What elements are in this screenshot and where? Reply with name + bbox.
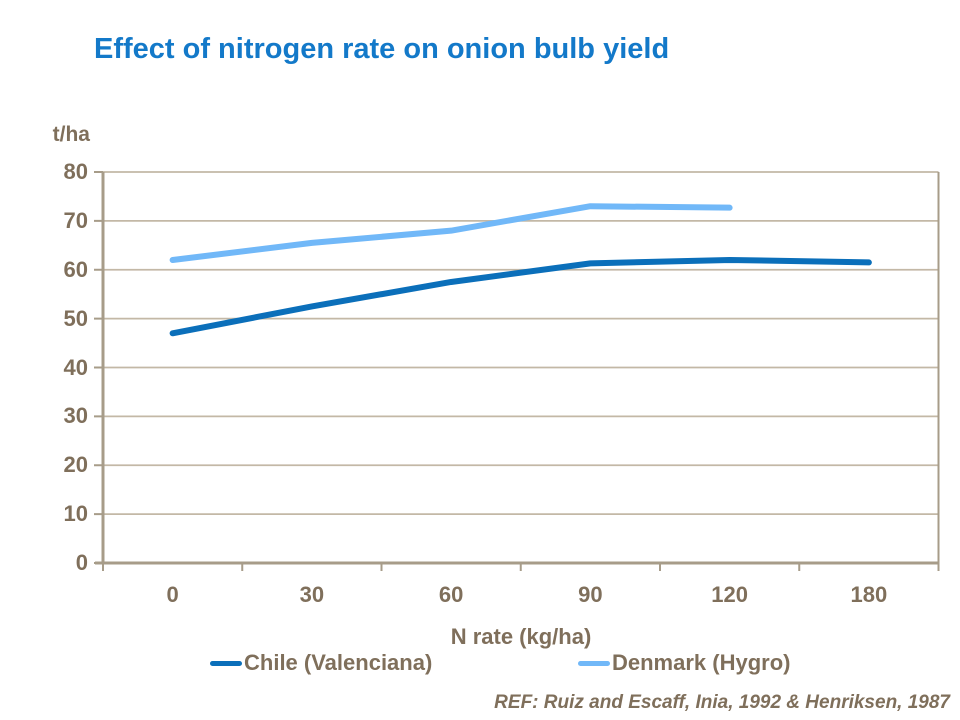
x-tick-label: 30: [299, 582, 325, 607]
source-reference: REF: Ruiz and Escaff, Inia, 1992 & Henri…: [494, 692, 950, 713]
x-tick-label: 90: [578, 582, 603, 607]
y-tick-label: 80: [63, 159, 88, 184]
x-tick-label: 120: [711, 582, 748, 607]
legend-line-swatch: [210, 660, 242, 666]
series-line-chile-valenciana: [169, 256, 872, 337]
legend-item-denmark-hygro: Denmark (Hygro): [578, 650, 790, 676]
y-tick-label: 20: [63, 452, 88, 478]
chart-title: Effect of nitrogen rate on onion bulb yi…: [94, 33, 670, 65]
x-tick-label: 180: [850, 582, 888, 607]
series-line-denmark-hygro: [169, 203, 733, 263]
x-tick-label: 60: [438, 582, 464, 607]
legend-label: Chile (Valenciana): [244, 650, 433, 675]
y-tick-label: 0: [75, 550, 88, 575]
y-tick-label: 50: [63, 305, 88, 331]
legend-line-swatch: [578, 660, 610, 666]
y-axis-unit-label: t/ha: [52, 123, 90, 146]
y-tick-label: 40: [63, 354, 88, 380]
x-tick-label: 0: [166, 582, 179, 607]
y-tick-label: 10: [63, 501, 88, 527]
legend-item-chile-valenciana: Chile (Valenciana): [210, 650, 432, 676]
y-tick-label: 70: [63, 207, 88, 233]
x-axis-title: N rate (kg/ha): [450, 624, 592, 649]
y-tick-label: 30: [63, 403, 88, 429]
legend-label: Denmark (Hygro): [612, 650, 791, 675]
y-tick-label: 60: [63, 256, 88, 282]
